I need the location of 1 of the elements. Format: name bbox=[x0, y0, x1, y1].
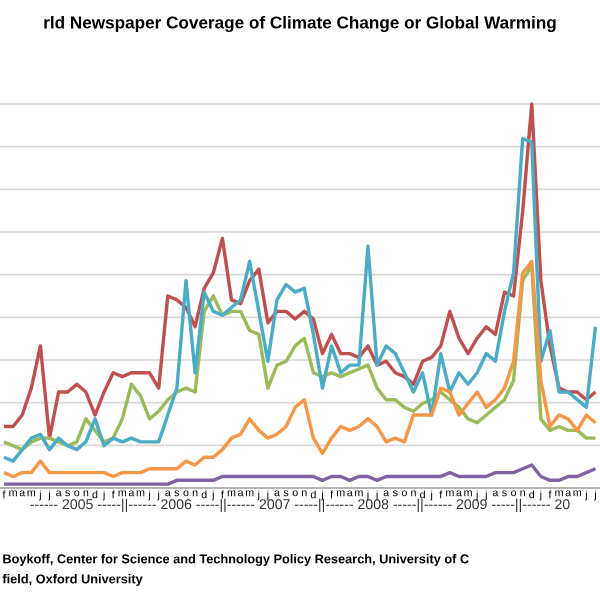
chart-title: rld Newspaper Coverage of Climate Change or Global Warming bbox=[44, 15, 556, 33]
